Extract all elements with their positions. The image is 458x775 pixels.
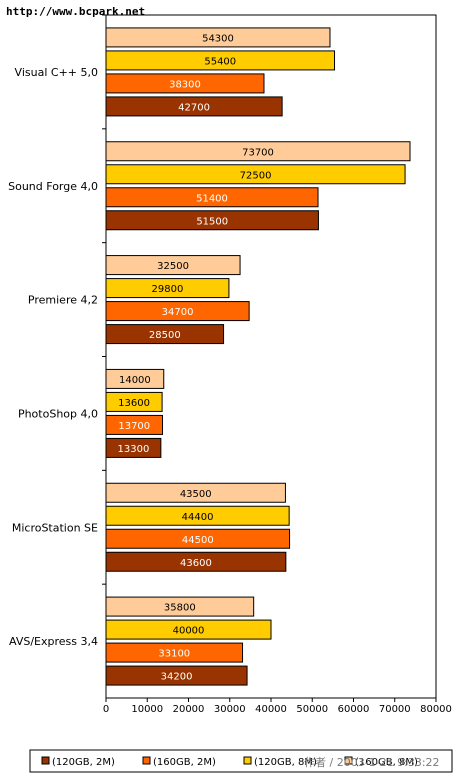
category-label-avs-express-3-4: AVS/Express 3,4	[9, 635, 98, 648]
bar-value-label: 43500	[180, 489, 212, 500]
bar-value-label: 38300	[169, 79, 201, 90]
bar-visual-c-5-0-120gb-8m	[105, 50, 336, 71]
bar-microstation-se-120gb-8m	[105, 505, 290, 526]
bar-visual-c-5-0-160gb-2m	[105, 73, 265, 94]
bar-value-label: 34200	[161, 672, 193, 683]
legend-swatch-120gb-8m	[243, 756, 252, 765]
bar-avs-express-3-4-160gb-2m	[105, 642, 244, 663]
x-tick-label: 60000	[338, 704, 370, 715]
bar-premiere-4-2-120gb-2m	[105, 324, 225, 345]
x-tick-label: 30000	[214, 704, 246, 715]
bar-value-label: 44500	[182, 535, 214, 546]
bar-value-label: 55400	[204, 56, 236, 67]
x-tick-label: 20000	[173, 704, 205, 715]
bar-value-label: 72500	[240, 170, 272, 181]
legend-label-120gb-2m: (120GB, 2M)	[52, 757, 115, 768]
legend-label-160gb-2m: (160GB, 2M)	[153, 757, 216, 768]
legend-swatch-160gb-8m	[344, 756, 353, 765]
x-tick-label: 10000	[131, 704, 163, 715]
bar-value-label: 13600	[118, 398, 150, 409]
legend-label-120gb-8m: (120GB, 8M)	[254, 757, 317, 768]
bar-photoshop-4-0-120gb-8m	[105, 391, 163, 412]
x-tick-label: 40000	[255, 704, 287, 715]
bar-value-label: 32500	[157, 261, 189, 272]
bar-sound-forge-4-0-160gb-2m	[105, 187, 319, 208]
bar-visual-c-5-0-120gb-2m	[105, 96, 283, 117]
bar-avs-express-3-4-120gb-2m	[105, 665, 248, 686]
x-tick-label: 50000	[296, 704, 328, 715]
bar-value-label: 73700	[242, 147, 274, 158]
bar-value-label: 40000	[173, 626, 205, 637]
watermark-text: http://www.bcpark.net	[6, 5, 145, 18]
bar-photoshop-4-0-120gb-2m	[105, 437, 162, 458]
bar-value-label: 13700	[118, 421, 150, 432]
bar-value-label: 42700	[178, 102, 210, 113]
category-label-sound-forge-4-0: Sound Forge 4,0	[8, 180, 98, 193]
bar-visual-c-5-0-160gb-8m	[105, 27, 331, 48]
bar-photoshop-4-0-160gb-8m	[105, 368, 165, 389]
bar-photoshop-4-0-160gb-2m	[105, 414, 164, 435]
bar-value-label: 35800	[164, 603, 196, 614]
bar-value-label: 29800	[152, 284, 184, 295]
category-labels: Visual C++ 5,0 Sound Forge 4,0 Premiere 4,…	[8, 14, 106, 648]
bar-value-label: 54300	[202, 33, 234, 44]
bar-premiere-4-2-160gb-8m	[105, 255, 241, 276]
bar-premiere-4-2-120gb-8m	[105, 278, 230, 299]
bar-avs-express-3-4-120gb-8m	[105, 619, 272, 640]
x-tick-label: 70000	[379, 704, 411, 715]
bar-sound-forge-4-0-160gb-8m	[105, 141, 411, 162]
bar-value-label: 44400	[182, 512, 214, 523]
plot-area	[105, 14, 437, 699]
x-axis: 0 10000 20000 30000 40000 50000 60000 70000 8000…	[103, 698, 452, 715]
bar-premiere-4-2-160gb-2m	[105, 301, 250, 322]
bar-microstation-se-160gb-2m	[105, 528, 291, 549]
bars-group: 54300 55400 38300 42700 73700 72500 51400 51500…	[105, 27, 411, 686]
bar-avs-express-3-4-160gb-8m	[105, 596, 255, 617]
legend: (120GB, 2M) (160GB, 2M) (120GB, 8M) (160GB,…	[29, 749, 453, 773]
bar-microstation-se-120gb-2m	[105, 551, 287, 572]
bar-value-label: 14000	[119, 375, 151, 386]
legend-box	[29, 749, 453, 773]
category-label-microstation-se: MicroStation SE	[12, 521, 98, 534]
x-tick-label: 80000	[420, 704, 452, 715]
watermark-stamp: 作者 / 2003-1-21 9:33:22	[304, 756, 440, 769]
bar-value-label: 34700	[162, 307, 194, 318]
bar-sound-forge-4-0-120gb-2m	[105, 210, 319, 231]
bar-microstation-se-160gb-8m	[105, 482, 286, 503]
bar-value-label: 51500	[196, 216, 228, 227]
category-label-photoshop-4-0: PhotoShop 4,0	[18, 407, 98, 420]
legend-label-160gb-8m: (160GB, 8M)	[355, 757, 418, 768]
bar-value-label: 43600	[180, 558, 212, 569]
bar-sound-forge-4-0-120gb-8m	[105, 164, 406, 185]
bar-value-label: 33100	[158, 649, 190, 660]
bar-value-label: 28500	[149, 330, 181, 341]
legend-swatch-160gb-2m	[142, 756, 151, 765]
x-tick-label: 0	[103, 704, 109, 715]
legend-swatch-120gb-2m	[41, 756, 50, 765]
category-label-visual-c-5-0: Visual C++ 5,0	[15, 66, 98, 79]
category-label-premiere-4-2: Premiere 4,2	[28, 294, 98, 307]
bar-value-label: 51400	[196, 193, 228, 204]
bar-value-label: 13300	[118, 444, 150, 455]
